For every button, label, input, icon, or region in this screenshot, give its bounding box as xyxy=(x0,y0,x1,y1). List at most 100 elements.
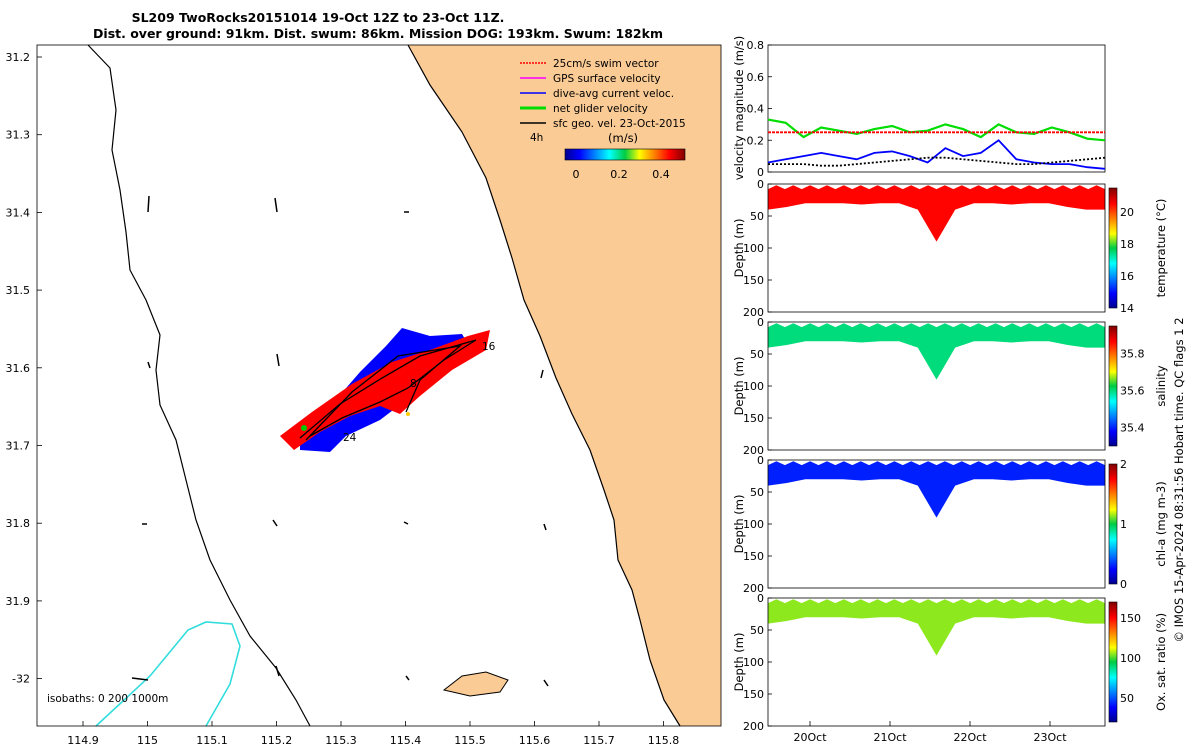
velocity-y-tick-label: 0.6 xyxy=(747,71,765,84)
geo-arrow xyxy=(403,521,409,525)
velocity-y-tick-label: 0 xyxy=(757,166,764,179)
interval-label: 4h xyxy=(530,132,543,144)
colorbar-tick-label: 1 xyxy=(1120,518,1127,531)
depth-tick-label: 200 xyxy=(743,306,764,319)
map-cbar-tick: 0 xyxy=(573,168,580,181)
geo-arrow xyxy=(276,353,280,367)
velocity-y-tick-label: 0.8 xyxy=(747,39,765,52)
map-lat-tick-label: 31.2 xyxy=(6,51,31,64)
track-label-8: 8 xyxy=(410,378,417,390)
map-lon-tick-label: 115.8 xyxy=(648,734,680,747)
map-lon-tick-label: 115.4 xyxy=(390,734,422,747)
depth-axis-label: Depth (m) xyxy=(732,633,746,692)
map-lon-tick-label: 115.5 xyxy=(454,734,486,747)
section-colorbar xyxy=(1108,325,1118,447)
map-lon-axis: 114.9 115 115.1 115.2 115.3 115.4 115.5 115.6 11… xyxy=(67,721,679,747)
coastline xyxy=(407,44,681,727)
section-fill xyxy=(768,599,1105,656)
isobath-1000 xyxy=(95,621,241,727)
map-lon-tick-label: 115.7 xyxy=(583,734,615,747)
geo-arrow xyxy=(147,195,150,213)
section-fill xyxy=(768,185,1105,242)
colorbar-tick-label: 35.4 xyxy=(1120,422,1145,435)
depth-tick-label: 50 xyxy=(750,624,764,637)
geo-arrow xyxy=(543,679,549,687)
section-panel-chl-a: 0 50 100 150 200 Depth (m) 0 1 2 chl-a (mg m-3) xyxy=(732,454,1168,595)
legend-swim: 25cm/s swim vector xyxy=(553,58,659,70)
depth-tick-label: 100 xyxy=(743,242,764,255)
track-label-24: 24 xyxy=(343,432,357,444)
map-lon-tick-label: 115.1 xyxy=(196,734,228,747)
velocity-y-axis: 0 0.2 0.4 0.6 0.8 xyxy=(747,39,772,179)
section-colorbar xyxy=(1108,187,1118,309)
velocity-series xyxy=(767,118,1106,170)
imos-footnote: © IMOS 15-Apr-2024 08:31:56 Hobart time.… xyxy=(1172,317,1186,642)
map-lat-tick-label: 31.3 xyxy=(6,129,31,142)
map-lat-tick-label: -32 xyxy=(12,673,30,686)
geo-velocity-arrows xyxy=(131,195,549,687)
depth-tick-label: 150 xyxy=(743,688,764,701)
depth-tick-label: 150 xyxy=(743,274,764,287)
velocity-y-tick-label: 0.2 xyxy=(747,134,765,147)
depth-tick-label: 100 xyxy=(743,518,764,531)
swim-vector-swath xyxy=(280,330,490,450)
geo-arrow xyxy=(540,369,544,379)
velocity-frame xyxy=(767,44,1106,173)
section-panel-oxygen: 0 50 100 150 200 Depth (m) 50 100 150 Ox. sat. ra… xyxy=(732,592,1168,733)
map-lat-tick-label: 31.9 xyxy=(6,595,31,608)
map-lat-tick-label: 31.8 xyxy=(6,517,31,530)
velocity-y-tick-label: 0.4 xyxy=(747,103,765,116)
map-cbar-tick: 0.4 xyxy=(652,168,670,181)
legend-geo: sfc geo. vel. 23-Oct-2015 xyxy=(553,118,686,130)
depth-tick-label: 100 xyxy=(743,656,764,669)
geo-arrow xyxy=(275,665,280,677)
section-panel-salinity: 0 50 100 150 200 Depth (m) 35.4 35.6 35.8 salinit… xyxy=(732,316,1168,457)
section-fill xyxy=(768,323,1105,380)
track-start-marker xyxy=(301,425,307,431)
map-lat-tick-label: 31.6 xyxy=(6,362,31,375)
depth-tick-label: 50 xyxy=(750,486,764,499)
map-cbar-tick: 0.2 xyxy=(610,168,628,181)
section-panel-temperature: 0 50 100 150 200 Depth (m) 14 16 18 20 temperature… xyxy=(732,178,1168,319)
depth-tick-label: 100 xyxy=(743,380,764,393)
map-lon-tick-label: 115.2 xyxy=(261,734,293,747)
depth-tick-label: 0 xyxy=(757,316,764,329)
depth-axis-label: Depth (m) xyxy=(732,357,746,416)
depth-tick-label: 50 xyxy=(750,348,764,361)
depth-tick-label: 50 xyxy=(750,210,764,223)
depth-tick-label: 0 xyxy=(757,592,764,605)
depth-tick-label: 200 xyxy=(743,720,764,733)
depth-tick-label: 0 xyxy=(757,454,764,467)
velocity-line-3 xyxy=(768,156,1106,167)
track-end-marker xyxy=(406,412,410,416)
isobaths-label: isobaths: 0 200 1000m xyxy=(47,693,168,705)
geo-arrow xyxy=(131,677,149,681)
map-panel: 24 8 16 25cm/s swim vector GPS surface v… xyxy=(6,44,722,747)
geo-arrow xyxy=(543,523,547,531)
depth-tick-label: 150 xyxy=(743,412,764,425)
colorbar-tick-label: 50 xyxy=(1120,692,1134,705)
depth-tick-label: 200 xyxy=(743,582,764,595)
isobath-200 xyxy=(87,44,311,727)
colorbar-tick-label: 0 xyxy=(1120,578,1127,591)
depth-tick-label: 150 xyxy=(743,550,764,563)
map-lat-tick-label: 31.7 xyxy=(6,440,31,453)
colorbar-label: Ox. sat. ratio (%) xyxy=(1154,613,1168,711)
geo-arrow xyxy=(405,675,410,681)
map-lon-tick-label: 115.3 xyxy=(325,734,357,747)
track-line-2 xyxy=(305,344,463,441)
time-tick-label: 21Oct xyxy=(873,731,907,744)
map-frame xyxy=(36,44,722,727)
colorbar-tick-label: 14 xyxy=(1120,302,1134,315)
depth-tick-label: 200 xyxy=(743,444,764,457)
geo-arrow xyxy=(147,361,151,369)
velocity-ylabel: velocity magnitude (m/s) xyxy=(732,36,746,181)
time-tick-label: 20Oct xyxy=(793,731,827,744)
map-legend: 25cm/s swim vector GPS surface velocity … xyxy=(520,58,686,181)
map-lat-tick-label: 31.4 xyxy=(6,206,31,219)
track-line xyxy=(299,339,477,439)
title-line-1: SL209 TwoRocks20151014 19-Oct 12Z to 23-… xyxy=(132,10,505,25)
time-tick-label: 22Oct xyxy=(953,731,987,744)
